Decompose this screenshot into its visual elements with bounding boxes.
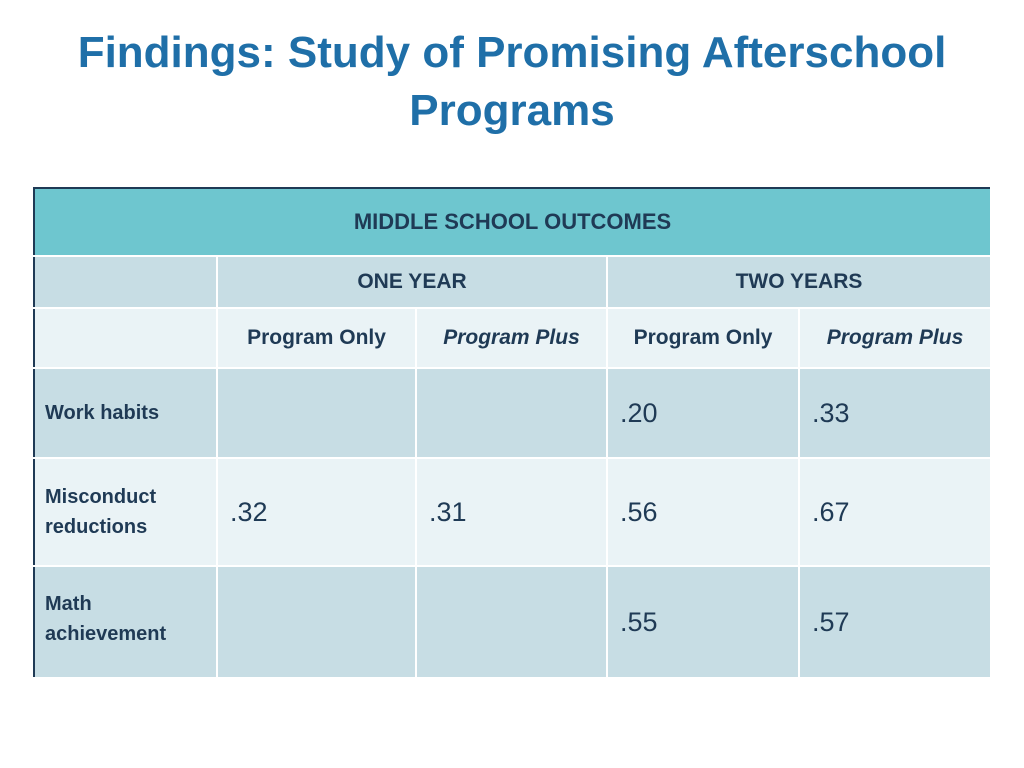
cell-math-1yr-program-plus (416, 566, 608, 679)
cell-work-habits-2yr-program-plus: .33 (799, 368, 993, 459)
slide-title-line-1: Findings: Study of Promising Afterschool (77, 28, 947, 77)
cell-math-1yr-program-only (217, 566, 417, 679)
cell-math-2yr-program-plus: .57 (799, 566, 993, 679)
row-label-line: Math (45, 593, 92, 615)
subheader-empty (34, 308, 218, 369)
cell-work-habits-1yr-program-only (217, 368, 417, 459)
subheader-program-plus-2: Program Plus (799, 308, 993, 369)
cell-misconduct-2yr-program-plus: .67 (799, 458, 993, 567)
group-header-row: ONE YEAR TWO YEARS (34, 256, 993, 309)
table-banner: MIDDLE SCHOOL OUTCOMES (34, 188, 993, 257)
outcomes-table: MIDDLE SCHOOL OUTCOMES ONE YEAR TWO YEAR… (33, 187, 993, 679)
group-header-empty (34, 256, 218, 309)
row-label-misconduct: Misconduct reductions (34, 458, 218, 567)
row-label-line: achievement (45, 623, 167, 645)
table-row: Math achievement .55 .57 (34, 566, 993, 679)
cell-math-2yr-program-only: .55 (607, 566, 800, 679)
cell-misconduct-1yr-program-plus: .31 (416, 458, 608, 567)
table-row: Misconduct reductions .32 .31 .56 .67 (34, 458, 993, 567)
subheader-row: Program Only Program Plus Program Only P… (34, 308, 993, 369)
subheader-program-only-2: Program Only (607, 308, 800, 369)
slide-title-line-2: Programs (409, 86, 615, 135)
group-header-one-year: ONE YEAR (217, 256, 608, 309)
row-label-math: Math achievement (34, 566, 218, 679)
cell-misconduct-1yr-program-only: .32 (217, 458, 417, 567)
row-label-line: Misconduct (45, 486, 157, 508)
subheader-program-only-1: Program Only (217, 308, 417, 369)
row-label-line: reductions (45, 516, 148, 538)
slide-title: Findings: Study of Promising Afterschool… (40, 24, 984, 140)
table-row: Work habits .20 .33 (34, 368, 993, 459)
subheader-program-plus-1: Program Plus (416, 308, 608, 369)
table-banner-row: MIDDLE SCHOOL OUTCOMES (34, 188, 993, 257)
cell-work-habits-1yr-program-plus (416, 368, 608, 459)
row-label-work-habits: Work habits (34, 368, 218, 459)
group-header-two-years: TWO YEARS (607, 256, 993, 309)
cell-work-habits-2yr-program-only: .20 (607, 368, 800, 459)
cell-misconduct-2yr-program-only: .56 (607, 458, 800, 567)
